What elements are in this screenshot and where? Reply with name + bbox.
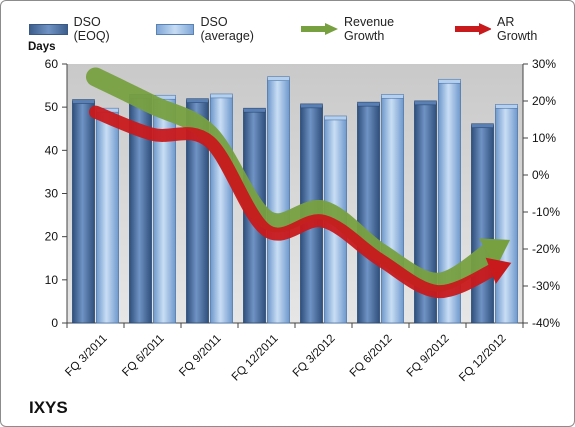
bar-dso-average-cap: [381, 94, 404, 99]
y-axis-left-tick-label: 20: [45, 230, 59, 244]
revenue-growth-arrowhead: [479, 238, 511, 268]
bar-dso-average-cap: [267, 76, 290, 81]
bar-dso-eoq-cap: [186, 98, 209, 103]
x-axis-tick-label: FQ 3/2012: [291, 333, 338, 380]
y-axis-right-tick-label: -20%: [532, 242, 560, 256]
legend-item-ar-growth: AR Growth: [453, 15, 556, 43]
legend-item-revenue-growth: Revenue Growth: [299, 15, 434, 43]
bar-dso-average: [267, 78, 290, 324]
x-axis-tick-label: FQ 9/2011: [177, 333, 223, 379]
legend-swatch-dso-eoq: [29, 23, 68, 35]
y-axis-left-label: Days: [28, 41, 56, 53]
bar-dso-eoq: [357, 103, 380, 324]
legend-label-dso-average: DSO (average): [200, 15, 254, 43]
legend-label-ar-growth: AR Growth: [497, 15, 538, 43]
bar-dso-eoq: [72, 101, 95, 324]
legend-item-dso-average: DSO (average): [155, 15, 282, 43]
bar-dso-average: [381, 95, 404, 324]
y-axis-right-tick-label: -10%: [532, 205, 560, 219]
ar-growth-line: [89, 105, 501, 299]
y-axis-left-tick-label: 50: [45, 100, 59, 114]
bar-dso-eoq-cap: [243, 107, 266, 113]
y-axis-left-tick-label: 10: [45, 273, 59, 287]
legend-swatch-ar-growth: [454, 23, 492, 35]
legend-swatch-dso-average: [155, 23, 195, 35]
revenue-growth-line: [86, 67, 500, 292]
bar-dso-eoq-cap: [414, 100, 437, 106]
legend-swatch-revenue-growth: [301, 23, 339, 35]
y-axis-right-tick-label: -40%: [532, 316, 560, 330]
legend-item-dso-eoq: DSO (EOQ): [29, 15, 138, 43]
x-axis-tick-label: FQ 12/2011: [230, 333, 281, 384]
y-axis-left-tick-label: 0: [51, 316, 58, 330]
bar-dso-eoq-cap: [300, 103, 323, 109]
bar-dso-average-cap: [438, 78, 461, 84]
y-axis-right-tick-label: 0%: [532, 168, 550, 182]
y-axis-left-tick-label: 30: [45, 187, 59, 201]
legend-label-dso-eoq: DSO (EOQ): [73, 15, 110, 43]
bar-dso-eoq-cap: [357, 101, 380, 107]
legend-label-revenue-growth: Revenue Growth: [344, 15, 395, 43]
y-axis-right-tick-label: -30%: [532, 279, 560, 293]
x-axis-tick-label: FQ 6/2012: [348, 333, 395, 380]
chart-ticker-label: IXYS: [29, 398, 68, 417]
bar-dso-eoq-cap: [72, 99, 95, 104]
chart-legend: DSO (EOQ) DSO (average) Revenue Growth A…: [29, 15, 574, 43]
bar-dso-average-cap: [495, 104, 518, 109]
x-axis-tick-label: FQ 12/2012: [457, 333, 508, 384]
bar-dso-average: [96, 109, 119, 324]
x-axis-tick-label: FQ 6/2011: [120, 333, 166, 379]
y-axis-left-tick-label: 40: [45, 143, 59, 157]
y-axis-right-tick-label: 30%: [532, 57, 556, 71]
bar-dso-eoq: [471, 125, 494, 324]
bar-dso-eoq-cap: [471, 123, 494, 129]
x-axis-tick-label: FQ 3/2011: [63, 333, 109, 379]
bar-dso-average: [495, 105, 518, 324]
x-axis-tick-label: FQ 9/2012: [405, 333, 452, 380]
y-axis-left-tick-label: 60: [45, 57, 59, 71]
y-axis-right-tick-label: 10%: [532, 131, 556, 145]
ar-growth-arrowhead: [485, 257, 512, 284]
y-axis-right-tick-label: 20%: [532, 94, 556, 108]
bar-dso-average-cap: [324, 115, 347, 121]
bar-dso-average-cap: [210, 93, 233, 99]
